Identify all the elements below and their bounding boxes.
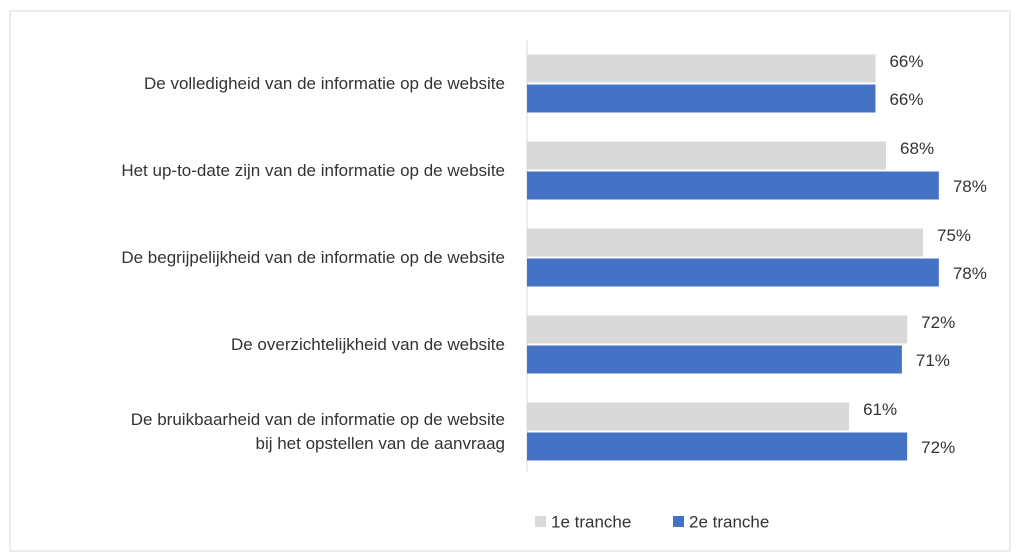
legend-label: 2e tranche (689, 512, 769, 531)
value-label: 71% (916, 351, 950, 370)
value-label: 72% (921, 438, 955, 457)
chart-frame (9, 10, 1011, 552)
category-label: De overzichtelijkheid van de website (230, 334, 505, 354)
bar (527, 258, 939, 287)
value-label: 66% (889, 90, 923, 109)
legend-label: 1e tranche (551, 512, 631, 531)
bar (527, 54, 876, 83)
value-label: 78% (953, 264, 987, 283)
legend-swatch (673, 516, 684, 527)
category-label: Het up-to-date zijn van de informatie op… (121, 160, 505, 180)
value-label: 61% (863, 400, 897, 419)
category-label: De volledigheid van de informatie op de … (143, 73, 505, 93)
category-label: De begrijpelijkheid van de informatie op… (121, 247, 505, 267)
value-label: 78% (953, 177, 987, 196)
value-label: 66% (889, 52, 923, 71)
legend-swatch (535, 516, 546, 527)
bar (527, 171, 939, 200)
category-label: De bruikbaarheid van de informatie op de… (130, 409, 505, 453)
bar (527, 228, 923, 257)
value-label: 75% (937, 226, 971, 245)
value-label: 72% (921, 313, 955, 332)
bar (527, 402, 850, 431)
bar (527, 84, 876, 113)
value-label: 68% (900, 139, 934, 158)
bar (527, 345, 902, 374)
bar (527, 432, 908, 461)
bar (527, 315, 908, 344)
bar (527, 141, 887, 170)
